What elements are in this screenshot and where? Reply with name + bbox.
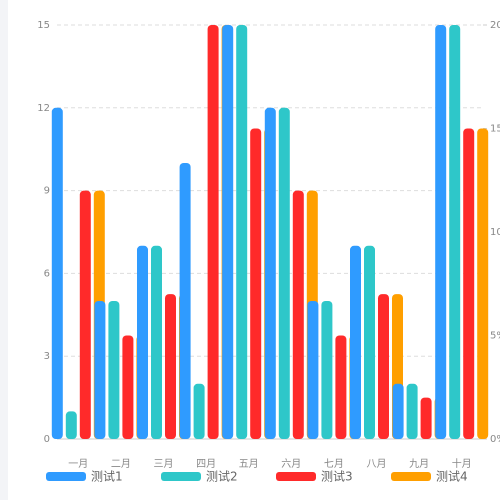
legend-label: 测试1 [91, 469, 123, 484]
x-tick-label: 四月 [196, 458, 216, 470]
bar [137, 245, 148, 439]
bar [307, 301, 319, 439]
y2-tick-label: 5% [490, 331, 500, 342]
bar [406, 383, 418, 439]
y-tick-label: 15 [37, 20, 50, 31]
y2-tick-label: 10% [490, 227, 500, 238]
y-tick-label: 12 [37, 103, 50, 114]
bar [364, 245, 375, 439]
y-tick-label: 0 [44, 434, 50, 445]
legend: 测试1 测试2 测试3 测试4 [46, 469, 468, 484]
bar [463, 128, 475, 439]
x-tick-label: 九月 [409, 458, 429, 470]
bar [193, 383, 205, 439]
legend-swatch [161, 472, 201, 481]
y-tick-label: 3 [44, 351, 50, 362]
legend-label: 测试4 [436, 469, 468, 484]
bar [278, 107, 290, 440]
x-tick-label: 十月 [452, 457, 472, 470]
bar [335, 335, 347, 439]
legend-swatch [46, 472, 86, 481]
bar [79, 190, 91, 439]
bar [250, 128, 262, 439]
x-tick-label: 八月 [367, 458, 387, 470]
bar [435, 25, 447, 439]
bar [420, 397, 432, 439]
x-tick-label: 七月 [324, 458, 344, 470]
legend-label: 测试3 [321, 469, 353, 484]
bar [321, 301, 333, 439]
x-tick-label: 五月 [239, 458, 259, 470]
y-tick-label: 9 [44, 186, 50, 197]
y2-tick-label: 20% [490, 20, 500, 31]
bar [378, 294, 389, 439]
legend-swatch [276, 472, 316, 481]
bar [392, 383, 404, 439]
bar [207, 25, 219, 439]
legend-swatch [391, 472, 431, 481]
bar [179, 163, 191, 439]
bar [236, 25, 248, 439]
bar [94, 301, 106, 439]
bar [477, 128, 489, 439]
bar [51, 107, 63, 440]
bar [292, 190, 304, 439]
legend-label: 测试2 [206, 469, 238, 484]
x-tick-label: 三月 [154, 458, 174, 470]
bar [264, 107, 276, 440]
x-tick-label: 二月 [111, 458, 131, 470]
bar [350, 245, 361, 439]
side-strip [0, 0, 8, 500]
bar [65, 411, 77, 439]
y2-tick-label: 0% [490, 434, 500, 445]
bar [222, 25, 234, 439]
bar [122, 335, 134, 439]
bar [449, 25, 461, 439]
bar [165, 294, 176, 439]
x-tick-label: 一月 [68, 458, 88, 470]
y-tick-label: 6 [44, 268, 50, 279]
y2-tick-label: 15% [490, 124, 500, 135]
bar [151, 245, 162, 439]
x-tick-label: 六月 [281, 458, 301, 470]
bar [108, 301, 120, 439]
